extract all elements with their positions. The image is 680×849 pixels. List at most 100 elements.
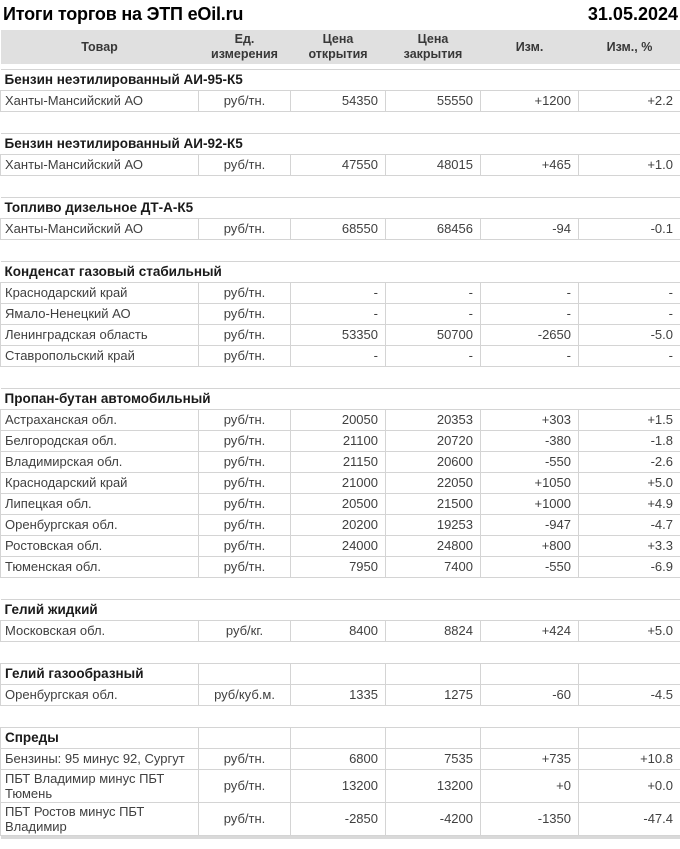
open-price-cell: 20200 bbox=[290, 513, 386, 536]
table-row: Московская обл. руб/кг. 8400 8824 +424 +5.0 bbox=[0, 619, 680, 642]
section-empty-cell bbox=[198, 726, 291, 749]
table-row: Ямало-Ненецкий АО руб/тн. - - - - bbox=[0, 302, 680, 325]
column-header-close-price: Цена закрытия bbox=[385, 30, 481, 64]
column-header-product: Товар bbox=[0, 30, 199, 64]
table-row: Ленинградская область руб/тн. 53350 50700 -2… bbox=[0, 323, 680, 346]
change-pct-cell: +1.5 bbox=[578, 408, 680, 431]
section-title-row: Пропан-бутан автомобильный bbox=[0, 387, 680, 410]
section-title: Конденсат газовый стабильный bbox=[0, 260, 680, 283]
section-title-row: Бензин неэтилированный АИ-92-К5 bbox=[0, 132, 680, 155]
change-pct-cell: +0.0 bbox=[578, 768, 680, 803]
unit-cell: руб/тн. bbox=[198, 89, 291, 112]
close-price-cell: 19253 bbox=[385, 513, 481, 536]
open-price-cell: 6800 bbox=[290, 747, 386, 770]
section-empty-cell bbox=[290, 726, 386, 749]
product-cell: Тюменская обл. bbox=[0, 555, 199, 578]
column-header-open-price: Цена открытия bbox=[290, 30, 386, 64]
table-row: Краснодарский край руб/тн. 21000 22050 +1050… bbox=[0, 471, 680, 494]
product-cell: Краснодарский край bbox=[0, 281, 199, 304]
column-header-unit: Ед. измерения bbox=[198, 30, 291, 64]
section-title: Пропан-бутан автомобильный bbox=[0, 387, 680, 410]
close-price-cell: 8824 bbox=[385, 619, 481, 642]
change-pct-cell: +1.0 bbox=[578, 153, 680, 176]
close-price-cell: 21500 bbox=[385, 492, 481, 515]
change-pct-cell: -0.1 bbox=[578, 217, 680, 240]
change-cell: +1050 bbox=[480, 471, 579, 494]
close-price-cell: 24800 bbox=[385, 534, 481, 557]
unit-cell: руб/тн. bbox=[198, 492, 291, 515]
product-cell: Бензины: 95 минус 92, Сургут bbox=[0, 747, 199, 770]
open-price-cell: 20500 bbox=[290, 492, 386, 515]
change-cell: -947 bbox=[480, 513, 579, 536]
unit-cell: руб/тн. bbox=[198, 471, 291, 494]
table-row: Краснодарский край руб/тн. - - - - bbox=[0, 281, 680, 304]
table-row: Астраханская обл. руб/тн. 20050 20353 +303 +1… bbox=[0, 408, 680, 431]
table-row: Ханты-Мансийский АО руб/тн. 47550 48015 +465… bbox=[0, 153, 680, 176]
table-row: Бензины: 95 минус 92, Сургут руб/тн. 6800 7… bbox=[0, 747, 680, 770]
unit-cell: руб/тн. bbox=[198, 450, 291, 473]
product-cell: Ставропольский край bbox=[0, 344, 199, 367]
unit-cell: руб/тн. bbox=[198, 153, 291, 176]
product-cell: Белгородская обл. bbox=[0, 429, 199, 452]
product-cell: Краснодарский край bbox=[0, 471, 199, 494]
change-pct-cell: -1.8 bbox=[578, 429, 680, 452]
unit-cell: руб/тн. bbox=[198, 323, 291, 346]
open-price-cell: 21100 bbox=[290, 429, 386, 452]
product-cell: Ханты-Мансийский АО bbox=[0, 217, 199, 240]
change-pct-cell: -4.7 bbox=[578, 513, 680, 536]
change-pct-cell: -5.0 bbox=[578, 323, 680, 346]
change-cell: - bbox=[480, 344, 579, 367]
section-title-row: Конденсат газовый стабильный bbox=[0, 260, 680, 283]
section-empty-cell bbox=[578, 726, 680, 749]
change-cell: +1200 bbox=[480, 89, 579, 112]
close-price-cell: 48015 bbox=[385, 153, 481, 176]
change-cell: - bbox=[480, 281, 579, 304]
change-cell: +1000 bbox=[480, 492, 579, 515]
open-price-cell: - bbox=[290, 281, 386, 304]
change-pct-cell: +4.9 bbox=[578, 492, 680, 515]
title-bar: Итоги торгов на ЭТП eOil.ru 31.05.2024 bbox=[0, 0, 680, 30]
change-pct-cell: +10.8 bbox=[578, 747, 680, 770]
close-price-cell: -4200 bbox=[385, 801, 481, 836]
page-title: Итоги торгов на ЭТП eOil.ru bbox=[3, 4, 244, 24]
change-pct-cell: -6.9 bbox=[578, 555, 680, 578]
unit-cell: руб/тн. bbox=[198, 408, 291, 431]
change-cell: +424 bbox=[480, 619, 579, 642]
change-pct-cell: -47.4 bbox=[578, 801, 680, 836]
table-row: Ставропольский край руб/тн. - - - - bbox=[0, 344, 680, 367]
table-row: Оренбургская обл. руб/тн. 20200 19253 -947 -4… bbox=[0, 513, 680, 536]
change-pct-cell: +2.2 bbox=[578, 89, 680, 112]
close-price-cell: 50700 bbox=[385, 323, 481, 346]
unit-cell: руб/тн. bbox=[198, 768, 291, 803]
change-pct-cell: - bbox=[578, 302, 680, 325]
change-cell: +800 bbox=[480, 534, 579, 557]
unit-cell: руб/тн. bbox=[198, 747, 291, 770]
product-cell: Оренбургская обл. bbox=[0, 513, 199, 536]
close-price-cell: 22050 bbox=[385, 471, 481, 494]
section-spacer-row bbox=[1, 175, 680, 197]
table-row: Владимирская обл. руб/тн. 21150 20600 -550 -2… bbox=[0, 450, 680, 473]
change-cell: -380 bbox=[480, 429, 579, 452]
open-price-cell: - bbox=[290, 344, 386, 367]
change-cell: -94 bbox=[480, 217, 579, 240]
close-price-cell: 1275 bbox=[385, 683, 481, 706]
change-cell: +0 bbox=[480, 768, 579, 803]
unit-cell: руб/куб.м. bbox=[198, 683, 291, 706]
open-price-cell: - bbox=[290, 302, 386, 325]
unit-cell: руб/тн. bbox=[198, 217, 291, 240]
change-cell: +303 bbox=[480, 408, 579, 431]
section-empty-cell bbox=[290, 662, 386, 685]
product-cell: ПБТ Ростов минус ПБТ Владимир bbox=[0, 801, 199, 836]
close-price-cell: 20353 bbox=[385, 408, 481, 431]
change-cell: - bbox=[480, 302, 579, 325]
table-row: Оренбургская обл. руб/куб.м. 1335 1275 -60 -4… bbox=[0, 683, 680, 706]
section-spacer-row bbox=[1, 239, 680, 261]
product-cell: Московская обл. bbox=[0, 619, 199, 642]
column-header-change-pct: Изм., % bbox=[578, 30, 680, 64]
product-cell: Ростовская обл. bbox=[0, 534, 199, 557]
section-empty-cell bbox=[578, 662, 680, 685]
unit-cell: руб/тн. bbox=[198, 513, 291, 536]
section-title-row: Бензин неэтилированный АИ-95-К5 bbox=[0, 68, 680, 91]
open-price-cell: 54350 bbox=[290, 89, 386, 112]
product-cell: Владимирская обл. bbox=[0, 450, 199, 473]
